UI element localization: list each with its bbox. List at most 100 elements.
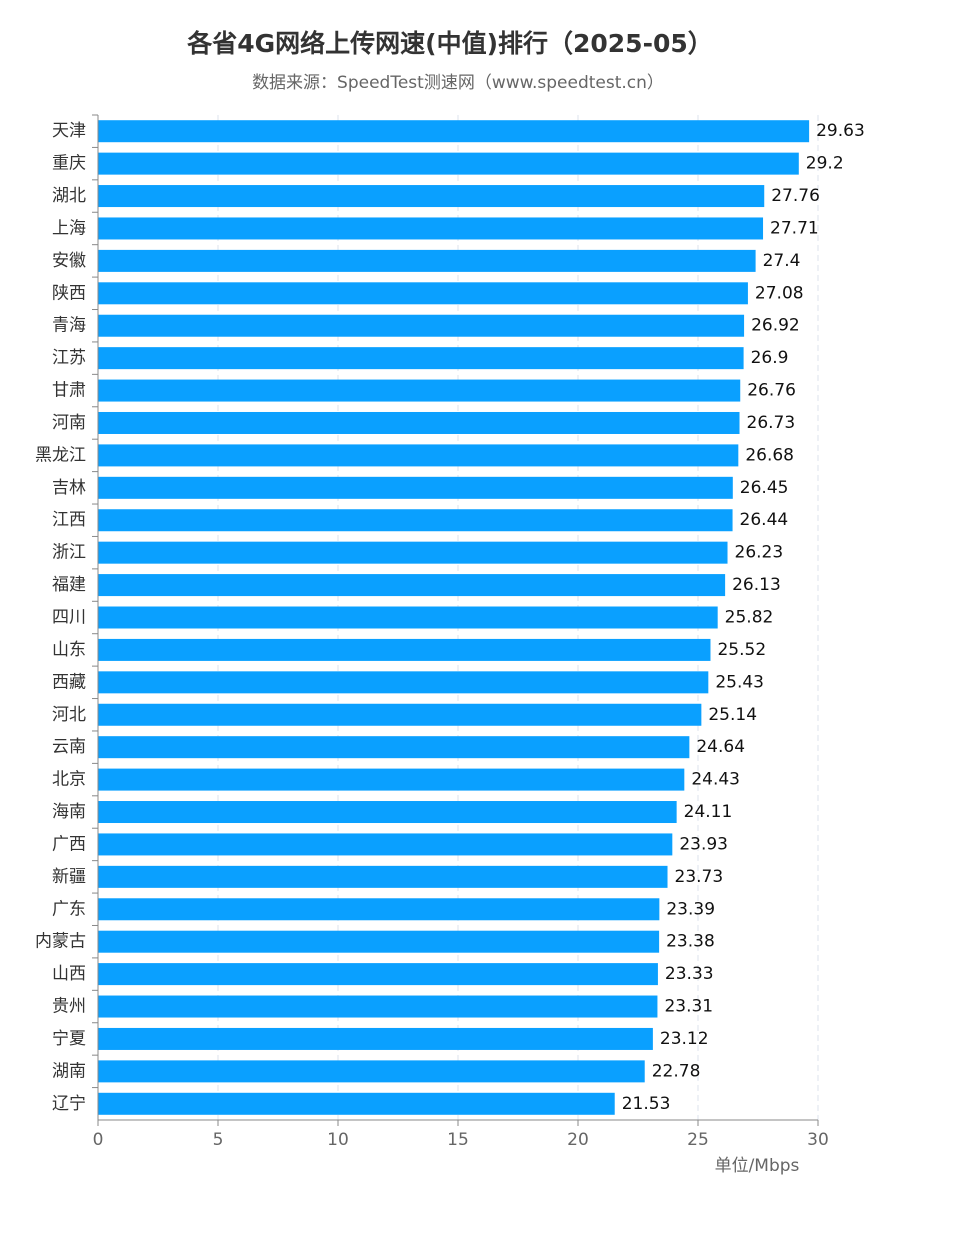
value-label: 25.14 [708,705,757,725]
y-tick-label: 重庆 [52,154,86,174]
y-tick-label: 贵州 [52,997,86,1017]
value-label: 29.2 [806,154,844,174]
value-label: 26.44 [740,510,789,530]
bar [98,995,658,1018]
value-label: 23.33 [665,964,714,984]
x-tick-label: 15 [447,1130,469,1150]
value-label: 27.71 [770,218,819,238]
bar [98,606,718,629]
bar [98,476,733,499]
value-label: 22.78 [652,1061,701,1081]
y-tick-label: 内蒙古 [35,932,86,952]
chart-subtitle: 数据来源：SpeedTest测速网（www.speedtest.cn） [252,73,664,93]
y-tick-label: 安徽 [52,251,86,271]
y-tick-label: 浙江 [52,543,86,563]
value-label: 27.4 [763,251,801,271]
value-label: 26.73 [747,413,796,433]
y-tick-label: 宁夏 [52,1029,86,1049]
value-label: 26.68 [745,445,794,465]
bar [98,249,756,272]
bar [98,185,765,208]
x-tick-label: 30 [807,1130,829,1150]
y-tick-label: 云南 [52,737,86,757]
y-tick-label: 广东 [52,899,86,919]
bar [98,801,677,824]
value-label: 24.11 [684,802,733,822]
y-tick-label: 山西 [52,964,86,984]
value-label: 23.12 [660,1029,709,1049]
y-tick-label: 天津 [52,121,86,141]
x-tick-label: 5 [213,1130,224,1150]
y-tick-label: 山东 [52,640,86,660]
y-tick-label: 黑龙江 [35,445,86,465]
y-tick-label: 新疆 [52,867,86,887]
chart-title: 各省4G网络上传网速(中值)排行（2025-05） [186,29,713,58]
bar [98,314,745,337]
bar [98,444,739,467]
y-tick-label: 海南 [52,802,86,822]
bar [98,574,726,597]
bar [98,379,741,402]
bar [98,930,660,953]
bar [98,671,709,694]
value-label: 27.08 [755,283,804,303]
value-label: 24.64 [696,737,745,757]
bar [98,736,690,759]
value-label: 26.9 [751,348,789,368]
value-label: 23.73 [675,867,724,887]
value-label: 24.43 [691,770,740,790]
y-tick-label: 河北 [52,705,86,725]
value-label: 27.76 [771,186,820,206]
y-tick-label: 北京 [52,770,86,790]
bar [98,865,668,888]
x-tick-label: 10 [327,1130,349,1150]
y-tick-label: 广西 [52,834,86,854]
bar [98,509,733,532]
y-tick-label: 上海 [52,218,86,238]
bar [98,768,685,791]
bar [98,282,748,305]
value-label: 25.43 [715,672,764,692]
value-label: 26.13 [732,575,781,595]
value-label: 26.76 [747,381,796,401]
bar [98,703,702,726]
bar [98,898,660,921]
bar [98,217,764,240]
y-tick-label: 陕西 [52,283,86,303]
bar [98,963,658,986]
y-tick-label: 河南 [52,413,86,433]
value-label: 26.92 [751,316,800,336]
y-tick-label: 青海 [52,316,86,336]
y-tick-label: 西藏 [52,672,86,692]
value-label: 29.63 [816,121,865,141]
y-tick-label: 湖南 [52,1061,86,1081]
bar [98,347,744,370]
y-tick-label: 吉林 [52,478,86,498]
bar [98,833,673,856]
y-tick-label: 湖北 [52,186,86,206]
bar [98,1027,653,1050]
y-tick-label: 甘肃 [52,381,86,401]
x-tick-label: 0 [93,1130,104,1150]
value-label: 26.45 [740,478,789,498]
y-tick-label: 江苏 [52,348,86,368]
y-tick-label: 辽宁 [52,1094,86,1114]
x-tick-label: 25 [687,1130,709,1150]
x-axis-label: 单位/Mbps [715,1156,800,1176]
x-tick-label: 20 [567,1130,589,1150]
value-label: 21.53 [622,1094,671,1114]
value-label: 23.38 [666,932,715,952]
value-label: 25.82 [725,608,774,628]
value-label: 23.39 [666,899,715,919]
value-label: 26.23 [735,543,784,563]
bar [98,1060,645,1083]
bar [98,411,740,434]
bar [98,638,711,661]
value-label: 23.93 [679,834,728,854]
value-label: 25.52 [717,640,766,660]
bar [98,541,728,564]
bar [98,120,810,143]
y-tick-label: 四川 [52,608,86,628]
bar [98,1092,615,1115]
